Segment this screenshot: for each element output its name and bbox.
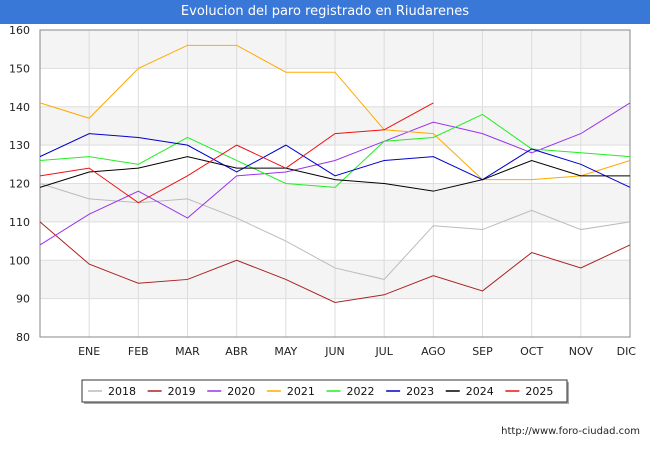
y-tick-label: 90	[16, 293, 30, 306]
series-line-2021	[39, 44, 631, 181]
y-tick-label: 130	[9, 139, 30, 152]
legend-label-2025: 2025	[525, 385, 553, 398]
series-line-2024	[39, 156, 630, 192]
series-line-2020	[39, 102, 631, 246]
chart-title: Evolucion del paro registrado en Riudare…	[0, 0, 650, 24]
x-tick-label: ABR	[225, 345, 248, 358]
x-tick-label: JUL	[374, 345, 393, 358]
legend-label-2022: 2022	[347, 385, 375, 398]
series-line-2023	[39, 133, 631, 188]
x-tick-label: DIC	[617, 345, 637, 358]
y-tick-label: 110	[9, 216, 30, 229]
x-tick-label: SEP	[472, 345, 493, 358]
series-line-2019	[39, 221, 631, 303]
y-tick-label: 80	[16, 331, 30, 344]
source-url[interactable]: http://www.foro-ciudad.com	[501, 426, 640, 437]
x-tick-label: AGO	[421, 345, 446, 358]
x-tick-label: JUN	[324, 345, 345, 358]
series-line-2025	[39, 102, 434, 204]
y-tick-label: 140	[9, 101, 30, 114]
y-tick-label: 150	[9, 62, 30, 75]
legend-box	[81, 379, 568, 403]
y-tick-label: 160	[9, 24, 30, 37]
y-tick-label: 100	[9, 254, 30, 267]
y-axis: 80 90 100 110 120 130 140 150 160	[9, 24, 30, 344]
legend: 2018 2019 2020 2021 2022 2023 2024 2025	[81, 379, 569, 404]
legend-label-2021: 2021	[287, 385, 315, 398]
x-axis: ENE FEB MAR ABR MAY JUN JUL AGO SEP OCT NOV DIC	[78, 345, 636, 358]
legend-label-2024: 2024	[466, 385, 494, 398]
x-tick-label: FEB	[128, 345, 149, 358]
legend-label-2023: 2023	[406, 385, 434, 398]
x-tick-label: ENE	[78, 345, 100, 358]
x-tick-label: MAY	[274, 345, 297, 358]
x-tick-label: OCT	[520, 345, 543, 358]
y-tick-label: 120	[9, 178, 30, 191]
x-tick-label: MAR	[175, 345, 200, 358]
legend-label-2020: 2020	[227, 385, 255, 398]
legend-label-2019: 2019	[168, 385, 196, 398]
series-lines	[39, 44, 631, 303]
x-tick-label: NOV	[569, 345, 594, 358]
legend-label-2018: 2018	[108, 385, 136, 398]
